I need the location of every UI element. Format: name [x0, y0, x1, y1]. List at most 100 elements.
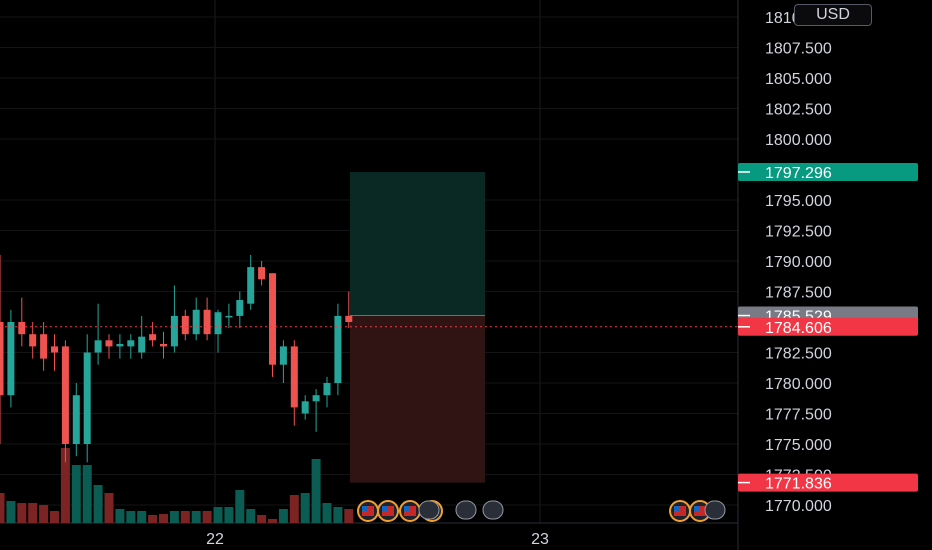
- volume-bar-3: [28, 503, 38, 523]
- volume-bar-28: [300, 493, 310, 523]
- volume-bar-27: [289, 495, 299, 523]
- us-event-flag-right-0-flag-canton: [674, 506, 680, 511]
- candle-body-0: [0, 322, 4, 396]
- price-tag-3: [738, 473, 918, 492]
- price-tag-label-2: 1784.606: [765, 320, 832, 337]
- volume-bar-24: [257, 515, 267, 523]
- candle-body-1: [7, 322, 15, 396]
- volume-bar-0: [0, 493, 5, 523]
- price-axis-label-4: 1795.000: [765, 193, 832, 210]
- price-axis-label-1: 1805.000: [765, 71, 832, 88]
- candle-body-27: [290, 346, 298, 408]
- long-position-tool[interactable]: [350, 171, 485, 483]
- volume-bar-30: [322, 503, 332, 523]
- volume-bar-31: [333, 507, 343, 523]
- volume-bar-6: [60, 448, 70, 523]
- economic-events[interactable]: [357, 500, 726, 522]
- price-axis-label-11: 1775.000: [765, 437, 832, 454]
- us-event-flag-right-1-flag-canton: [694, 506, 700, 511]
- volume-bar-20: [213, 507, 223, 523]
- us-event-flag-1[interactable]: [377, 500, 399, 522]
- price-axis-label-3: 1800.000: [765, 132, 832, 149]
- candle-body-19: [203, 309, 211, 335]
- currency-button[interactable]: USD: [794, 4, 872, 26]
- candle-body-28: [301, 401, 309, 414]
- event-pill-right[interactable]: [704, 500, 726, 520]
- candle-body-14: [149, 334, 157, 341]
- loss-zone[interactable]: [350, 315, 485, 483]
- volume-bar-12: [126, 511, 136, 523]
- candle-body-24: [258, 267, 266, 280]
- volume-bar-13: [137, 511, 147, 523]
- price-axis-label-2: 1802.500: [765, 102, 832, 119]
- candle-body-21: [225, 315, 233, 318]
- us-event-flag-right-0[interactable]: [669, 500, 691, 522]
- price-axis-label-8: 1782.500: [765, 346, 832, 363]
- candle-body-13: [138, 336, 146, 353]
- time-axis-label-1: 23: [531, 531, 549, 548]
- volume-bar-4: [39, 505, 49, 523]
- volume-bar-22: [235, 490, 245, 523]
- time-axis[interactable]: 22 23: [206, 531, 549, 548]
- volume-bar-26: [278, 509, 288, 523]
- event-pill-0[interactable]: [418, 500, 440, 520]
- candle-body-20: [214, 312, 222, 335]
- volume-bars: [0, 448, 354, 523]
- us-event-flag-1-flag-canton: [382, 506, 388, 511]
- candle-body-22: [236, 300, 244, 316]
- candle-body-11: [116, 343, 124, 347]
- price-axis-label-10: 1777.500: [765, 407, 832, 424]
- volume-bar-16: [169, 511, 179, 523]
- volume-bar-25: [268, 519, 277, 523]
- volume-bar-9: [93, 485, 103, 523]
- us-event-flag-2-flag-canton: [404, 506, 410, 511]
- volume-bar-32: [344, 509, 354, 523]
- volume-bar-23: [246, 509, 256, 523]
- volume-bar-19: [202, 511, 212, 523]
- volume-bar-15: [159, 514, 168, 523]
- price-axis-label-7: 1787.500: [765, 285, 832, 302]
- price-tag-2: [738, 317, 918, 336]
- volume-bar-2: [17, 503, 27, 523]
- price-axis-label-9: 1780.000: [765, 376, 832, 393]
- candle-body-26: [279, 346, 287, 365]
- us-event-flag-2[interactable]: [399, 500, 421, 522]
- volume-bar-17: [180, 511, 190, 523]
- volume-bar-8: [82, 465, 92, 523]
- event-pill-2[interactable]: [482, 500, 504, 520]
- price-axis-label-5: 1792.500: [765, 224, 832, 241]
- profit-zone[interactable]: [350, 171, 485, 316]
- candle-body-12: [127, 340, 135, 347]
- price-axis[interactable]: 1807.500 1805.000 1802.500 1800.000 1795.000…: [765, 10, 832, 515]
- price-axis-label-6: 1790.000: [765, 254, 832, 271]
- candle-body-16: [170, 315, 178, 347]
- volume-bar-11: [115, 509, 125, 523]
- volume-bar-10: [104, 493, 114, 523]
- candle-body-3: [29, 334, 37, 347]
- event-pill-1[interactable]: [455, 500, 477, 520]
- candle-body-31: [334, 315, 342, 383]
- candle-body-25: [269, 273, 276, 365]
- price-axis-label-12: 1770.000: [765, 498, 832, 515]
- candlesticks: [0, 254, 353, 463]
- candle-body-15: [160, 343, 167, 347]
- us-event-flag-0-flag-canton: [362, 506, 368, 511]
- candle-body-6: [61, 346, 69, 444]
- candle-body-9: [94, 340, 102, 353]
- candle-body-7: [72, 395, 80, 444]
- volume-bar-21: [224, 507, 234, 523]
- candle-body-23: [247, 267, 255, 304]
- candle-body-30: [323, 383, 331, 396]
- us-event-flag-0[interactable]: [357, 500, 379, 522]
- us-event-flag-right-1[interactable]: [689, 500, 711, 522]
- price-tag-0: [738, 162, 918, 181]
- candle-body-5: [51, 346, 58, 353]
- candle-body-8: [83, 352, 91, 444]
- volume-bar-1: [6, 501, 16, 523]
- candle-body-32: [345, 315, 353, 322]
- candle-body-17: [181, 315, 189, 335]
- volume-bar-5: [50, 511, 59, 523]
- candle-body-2: [18, 322, 26, 335]
